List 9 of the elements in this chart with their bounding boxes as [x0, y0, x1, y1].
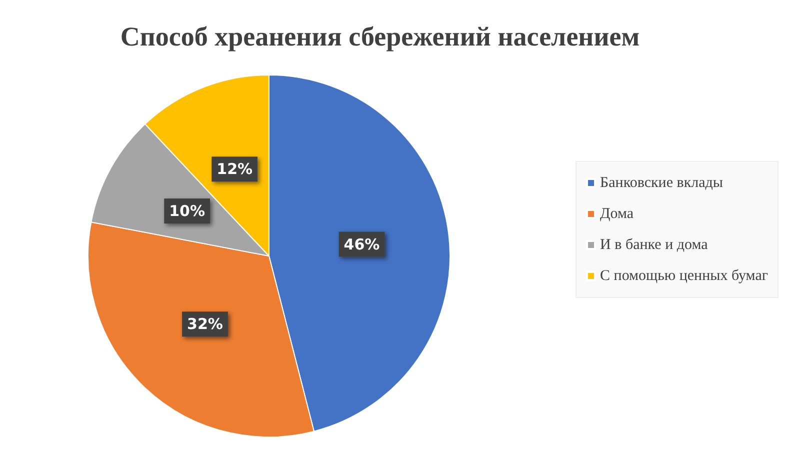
data-label: 32%: [187, 315, 223, 334]
data-label: 12%: [216, 160, 253, 178]
chart-title: Способ хреанения сбережений населением: [120, 22, 640, 52]
legend-label: С помощью ценных бумаг: [600, 268, 768, 284]
data-label: 10%: [169, 202, 206, 220]
data-label: 46%: [344, 235, 380, 254]
legend-label: И в банке и дома: [600, 237, 708, 253]
legend-label: Банковские вклады: [600, 175, 723, 191]
legend-label: Дома: [600, 206, 634, 222]
